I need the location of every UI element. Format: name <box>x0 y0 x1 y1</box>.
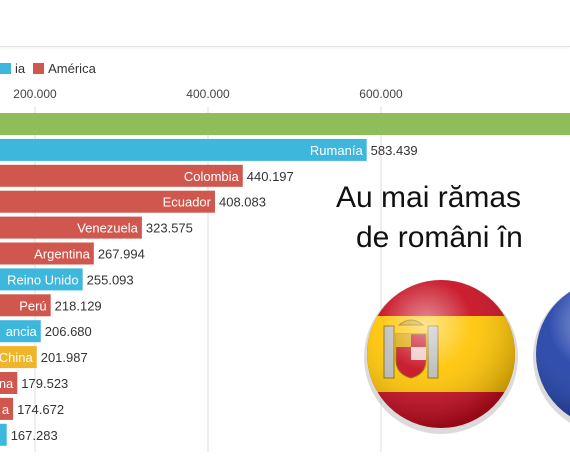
legend-label-america: América <box>48 60 96 76</box>
x-tick-label: 200.000 <box>13 87 57 101</box>
bar-category-label: Colombia <box>184 169 240 184</box>
bar-category-label: Venezuela <box>77 221 138 236</box>
bar-category-label: Perú <box>19 298 46 313</box>
overlay-title-line1: Au mai rămas <box>336 181 522 214</box>
bar[interactable] <box>0 138 367 161</box>
bar-value-label: 267.994 <box>98 247 145 262</box>
bar-value-label: 323.575 <box>146 221 193 236</box>
bar[interactable] <box>0 372 18 394</box>
legend-label-europe: ia <box>15 60 26 76</box>
bar-category-label: Argentina <box>34 247 90 262</box>
legend-swatch-europe <box>0 62 11 74</box>
bar[interactable] <box>0 294 51 317</box>
bar-category-label: Reino Unido <box>7 272 79 287</box>
spain-flag-badge <box>364 280 518 434</box>
bar-category-label: Ecuador <box>163 195 212 210</box>
bar-value-label: 167.283 <box>11 428 58 443</box>
overlay-title-line2: de români în <box>356 221 523 254</box>
bar[interactable] <box>0 113 570 135</box>
chart-legend: ia América <box>0 58 104 78</box>
bar-category-label: ancia <box>6 324 38 339</box>
bar[interactable] <box>0 164 243 187</box>
bar-value-label: 440.197 <box>247 169 294 184</box>
bar-value-label: 179.523 <box>21 376 68 391</box>
bar[interactable] <box>0 423 7 446</box>
legend-item-europe[interactable]: ia <box>0 61 25 76</box>
bar[interactable] <box>0 320 41 343</box>
bar-value-label: 174.672 <box>17 402 64 417</box>
legend-swatch-america <box>33 62 45 74</box>
bar[interactable] <box>0 397 14 420</box>
bar[interactable] <box>0 216 142 239</box>
top-bar <box>0 0 570 47</box>
bar-category-label: China <box>0 350 33 365</box>
bar-value-label: 255.093 <box>87 272 134 287</box>
bar[interactable] <box>0 190 215 213</box>
bar-category-label: na <box>0 376 14 391</box>
bar[interactable] <box>0 346 37 369</box>
blue-flag-badge <box>533 280 570 428</box>
x-tick-label: 600.000 <box>359 87 403 101</box>
bar-value-label: 201.987 <box>41 350 88 365</box>
bar-category-label: Rumanía <box>310 143 364 158</box>
bar-value-label: 218.129 <box>55 298 102 313</box>
bar[interactable] <box>0 268 83 291</box>
bar-category-label: a <box>2 402 10 417</box>
legend-item-america[interactable]: América <box>33 61 96 76</box>
bar[interactable] <box>0 242 94 265</box>
bar-value-label: 408.083 <box>219 195 266 210</box>
bar-value-label: 583.439 <box>371 143 418 158</box>
x-tick-label: 400.000 <box>186 87 230 101</box>
bar-value-label: 206.680 <box>45 324 92 339</box>
